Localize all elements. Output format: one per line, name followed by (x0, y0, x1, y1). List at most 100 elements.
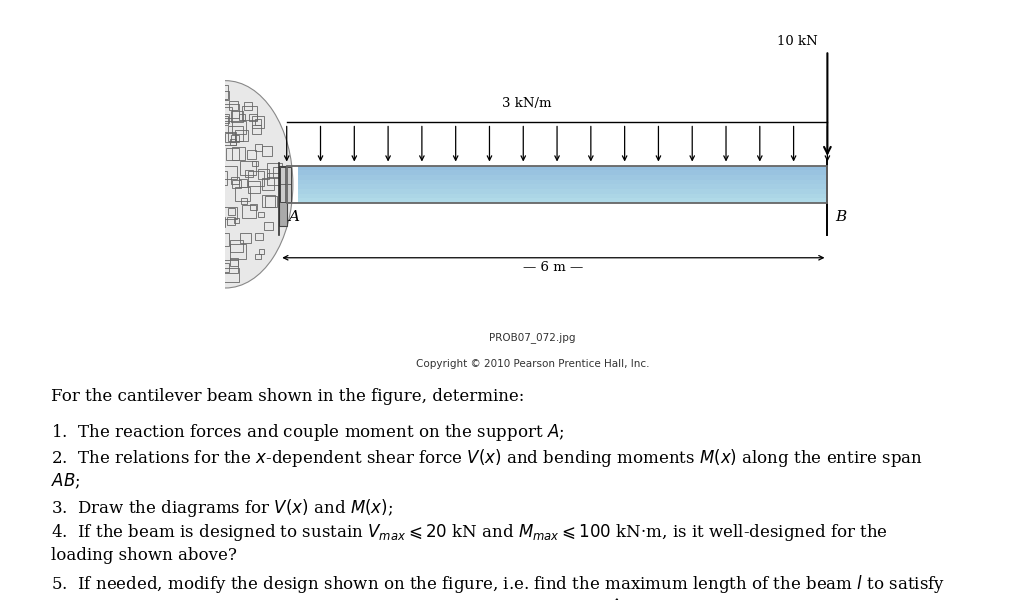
Bar (191, 188, 205, 200)
Bar (176, 133, 181, 138)
Bar (213, 243, 222, 251)
Bar (202, 93, 217, 107)
Bar (298, 166, 827, 170)
Bar (165, 175, 180, 189)
Bar (226, 148, 239, 160)
Bar (195, 253, 208, 266)
Bar (200, 256, 207, 262)
Text: $AB$;: $AB$; (50, 472, 80, 491)
Bar (230, 239, 243, 251)
Ellipse shape (158, 80, 293, 288)
Bar (247, 150, 256, 159)
Bar (252, 161, 257, 166)
Bar (175, 212, 183, 220)
Bar (230, 244, 246, 259)
Bar (175, 186, 185, 196)
Bar (262, 146, 272, 156)
Bar (224, 260, 239, 273)
Bar (241, 233, 251, 244)
Bar (243, 205, 256, 218)
Bar (258, 169, 269, 179)
Bar (193, 135, 206, 148)
Bar (204, 202, 214, 212)
Bar (244, 103, 252, 110)
Bar (256, 254, 261, 259)
Bar (185, 245, 196, 255)
Bar (200, 194, 215, 209)
Bar (262, 178, 274, 190)
Bar (218, 107, 232, 121)
Text: 4.  If the beam is designed to sustain $V_{max} \leqslant 20$ kN and $M_{max} \l: 4. If the beam is designed to sustain $V… (50, 523, 888, 544)
Text: For the cantilever beam shown in the figure, determine:: For the cantilever beam shown in the fig… (50, 388, 524, 404)
Bar (218, 116, 228, 125)
Bar (266, 163, 282, 177)
Bar (214, 85, 228, 98)
Bar (214, 233, 228, 247)
Bar (178, 207, 194, 221)
Bar (202, 146, 217, 160)
Bar (298, 189, 827, 194)
Bar (172, 185, 186, 199)
Bar (224, 207, 238, 219)
Bar (183, 189, 196, 200)
Bar (242, 106, 257, 121)
Bar (209, 221, 222, 233)
Bar (280, 167, 291, 202)
Bar (196, 132, 203, 139)
Bar (212, 166, 223, 176)
Text: A: A (288, 210, 299, 224)
Bar (298, 199, 827, 203)
Bar (232, 148, 246, 160)
Bar (265, 196, 278, 208)
Bar (212, 172, 227, 185)
Bar (248, 181, 260, 193)
Bar (231, 112, 243, 122)
Text: 5.  If needed, modify the design shown on the figure, i.e. find the maximum leng: 5. If needed, modify the design shown on… (50, 572, 945, 595)
Bar (255, 119, 261, 125)
Bar (194, 235, 206, 247)
Bar (245, 170, 253, 177)
Bar (203, 253, 216, 265)
Bar (219, 91, 229, 100)
Bar (250, 114, 257, 121)
Bar (197, 217, 203, 224)
Bar (208, 223, 223, 238)
Bar (168, 194, 181, 207)
Bar (188, 212, 198, 221)
Bar (206, 167, 218, 178)
Bar (194, 176, 201, 184)
Bar (236, 187, 250, 201)
Bar (250, 203, 257, 210)
Bar (190, 244, 206, 258)
Bar (214, 217, 225, 227)
Bar (224, 104, 239, 118)
Text: 3 kN/m: 3 kN/m (502, 97, 551, 110)
Text: loading shown above?: loading shown above? (50, 547, 237, 565)
Bar (298, 175, 827, 179)
Bar (259, 250, 264, 254)
Bar (195, 136, 206, 147)
Bar (264, 222, 272, 230)
Bar (252, 116, 264, 128)
Bar (226, 217, 234, 225)
Bar (211, 232, 220, 241)
Bar (199, 247, 207, 254)
Bar (236, 130, 248, 142)
Text: 2.  The relations for the $x$-dependent shear force $V(x)$ and bending moments $: 2. The relations for the $x$-dependent s… (50, 447, 923, 469)
Bar (229, 258, 239, 266)
Bar (183, 184, 190, 191)
Bar (178, 129, 193, 143)
Bar (219, 114, 228, 123)
Bar (248, 172, 264, 187)
Bar (200, 233, 211, 244)
Bar (197, 136, 207, 145)
Bar (228, 208, 236, 215)
Bar (240, 179, 248, 187)
Bar (198, 157, 204, 163)
Bar (189, 213, 195, 218)
Bar (181, 118, 197, 131)
Bar (255, 144, 262, 151)
Bar (252, 125, 261, 134)
Bar (241, 199, 247, 204)
Bar (230, 139, 237, 145)
